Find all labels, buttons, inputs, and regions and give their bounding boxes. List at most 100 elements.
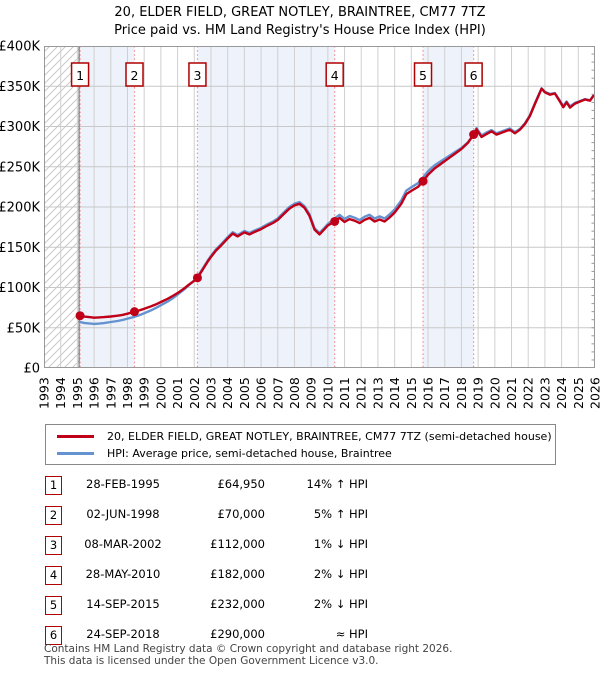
sale-badge-number: 2 <box>131 68 139 83</box>
x-axis-label: 2006 <box>254 377 269 409</box>
y-axis-label: £50K <box>7 321 41 336</box>
x-axis-label: 1998 <box>120 377 135 409</box>
x-axis-label: 1999 <box>137 377 152 409</box>
x-axis-label: 2009 <box>304 377 319 409</box>
sale-badge-number: 3 <box>193 68 201 83</box>
x-axis-label: 2012 <box>354 377 369 409</box>
sale-price: £112,000 <box>210 537 265 551</box>
sales-table: 1 28-FEB-1995 £64,950 14% ↑ HPI 2 02-JUN-1998… <box>44 472 556 652</box>
sale-row: 3 08-MAR-2002 £112,000 1% ↓ HPI <box>44 532 556 562</box>
legend-label-hpi: HPI: Average price, semi-detached house,… <box>107 447 392 460</box>
sale-price: £182,000 <box>210 567 265 581</box>
x-axis-label: 2018 <box>454 377 469 409</box>
x-axis-label: 2005 <box>237 377 252 409</box>
sale-point-1 <box>75 311 85 321</box>
y-axis-label: £150K <box>0 241 40 256</box>
sale-badge-6 <box>464 62 483 87</box>
sale-price: £232,000 <box>210 597 265 611</box>
x-axis-label: 1996 <box>87 377 102 409</box>
y-axis-label: £0 <box>23 362 40 377</box>
sale-hpi-relative: 2% ↓ HPI <box>313 567 368 581</box>
sale-number-badge: 5 <box>45 596 62 615</box>
hpi-line <box>78 87 595 326</box>
x-axis-label: 2010 <box>320 377 335 409</box>
x-axis-label: 2025 <box>571 377 586 409</box>
sale-price: £64,950 <box>217 477 265 491</box>
price-paid-line <box>78 87 595 319</box>
sale-badge-number: 5 <box>419 68 427 83</box>
sale-price: £70,000 <box>217 507 265 521</box>
sale-row: 6 24-SEP-2018 £290,000 ≈ HPI <box>44 622 556 652</box>
sale-point-4 <box>330 216 340 226</box>
x-axis-label: 1997 <box>103 377 118 409</box>
legend-row-hpi: HPI: Average price, semi-detached house,… <box>46 445 555 462</box>
x-axis-label: 2019 <box>471 377 486 409</box>
x-axis-label: 2013 <box>370 377 385 409</box>
x-axis-label: 2022 <box>521 377 536 409</box>
sale-number-badge: 4 <box>45 566 62 585</box>
sale-date: 02-JUN-1998 <box>86 507 160 521</box>
legend-row-price: 20, ELDER FIELD, GREAT NOTLEY, BRAINTREE… <box>46 428 555 445</box>
y-axis-label: £400K <box>0 40 40 55</box>
sale-number-badges: 1 2 3 4 5 6 <box>70 62 483 87</box>
x-axis-label: 2000 <box>153 377 168 409</box>
x-axis-label: 2020 <box>487 377 502 409</box>
sale-hpi-relative: ≈ HPI <box>335 627 368 641</box>
sale-hpi-relative: 2% ↓ HPI <box>313 597 368 611</box>
sale-badge-5 <box>413 62 433 87</box>
legend: 20, ELDER FIELD, GREAT NOTLEY, BRAINTREE… <box>45 424 556 465</box>
x-axis-label: 1995 <box>70 377 85 409</box>
sale-point-2 <box>129 307 139 317</box>
sale-number-badge: 1 <box>45 476 62 495</box>
series-lines <box>75 87 595 326</box>
x-axis-label: 2002 <box>187 377 202 409</box>
x-axis-label: 2004 <box>220 377 235 409</box>
x-axis-label: 2007 <box>270 377 285 409</box>
x-axis-label: 2001 <box>170 377 185 409</box>
sale-badge-1 <box>70 62 90 87</box>
sale-point-3 <box>192 273 202 283</box>
sale-hpi-relative: 5% ↑ HPI <box>313 507 368 521</box>
sale-date: 14-SEP-2015 <box>86 597 160 611</box>
x-axis-label: 2026 <box>588 377 600 409</box>
sale-row: 2 02-JUN-1998 £70,000 5% ↑ HPI <box>44 502 556 532</box>
footer-line-2: This data is licensed under the Open Gov… <box>44 654 379 667</box>
sale-badge-4 <box>325 62 344 87</box>
sale-badge-number: 4 <box>331 68 339 83</box>
y-axis-label: £250K <box>0 160 40 175</box>
sale-date-lines <box>79 46 475 368</box>
chart-subtitle: Price paid vs. HM Land Registry's House … <box>114 23 486 38</box>
x-axis-label: 2003 <box>203 377 218 409</box>
hpi-line-swatch <box>57 452 94 455</box>
x-axis-label: 2008 <box>287 377 302 409</box>
sale-date: 28-FEB-1995 <box>86 477 160 491</box>
x-axis-label: 2015 <box>404 377 419 409</box>
sale-hpi-relative: 1% ↓ HPI <box>313 537 368 551</box>
plot-border <box>44 46 595 368</box>
sale-price: £290,000 <box>210 627 265 641</box>
sale-badge-number: 1 <box>76 68 84 83</box>
sale-badge-number: 6 <box>470 68 478 83</box>
price-chart: £0 £50K £100K £150K £200K £250K £300K £350K £400… <box>0 40 600 410</box>
sale-number-badge: 6 <box>45 626 62 645</box>
footer-line-1: Contains HM Land Registry data © Crown c… <box>44 643 453 655</box>
x-axis-label: 2024 <box>554 377 569 409</box>
gridlines <box>44 46 595 368</box>
x-axis-label: 2016 <box>421 377 436 409</box>
axis-labels: £0 £50K £100K £150K £200K £250K £300K £350K £400… <box>0 40 600 410</box>
price-line-swatch <box>57 435 94 438</box>
sale-date: 08-MAR-2002 <box>84 537 162 551</box>
sale-row: 4 28-MAY-2010 £182,000 2% ↓ HPI <box>44 562 556 592</box>
sale-hpi-relative: 14% ↑ HPI <box>306 477 368 491</box>
x-axis-label: 2023 <box>537 377 552 409</box>
x-axis-label: 1994 <box>53 377 68 409</box>
sale-number-badge: 3 <box>45 536 62 555</box>
sale-badge-3 <box>188 62 207 87</box>
y-axis-label: £300K <box>0 120 40 135</box>
sale-date: 28-MAY-2010 <box>85 567 161 581</box>
y-axis-label: £350K <box>0 80 40 95</box>
sale-point-6 <box>469 130 479 140</box>
x-axis-label: 2017 <box>437 377 452 409</box>
x-axis-label: 2011 <box>337 377 352 409</box>
